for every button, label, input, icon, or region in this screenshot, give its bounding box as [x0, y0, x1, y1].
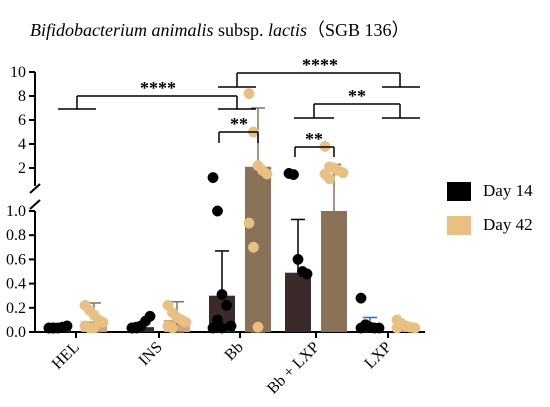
data-point: [207, 172, 219, 184]
x-tick-label: Bb: [222, 339, 247, 364]
axis-break-mark: [29, 183, 41, 194]
legend: Day 14 Day 42: [447, 178, 533, 246]
sig-bracket-bblxp-lxp-label: **: [348, 86, 366, 106]
data-point: [261, 168, 273, 180]
data-point: [292, 253, 304, 265]
data-point: [97, 316, 109, 328]
data-point: [252, 321, 264, 333]
data-point: [131, 321, 142, 333]
title-genus-species: Bifidobacterium animalis: [30, 20, 214, 40]
data-point: [216, 322, 228, 334]
chart-title: Bifidobacterium animalis subsp. lactis（S…: [30, 16, 410, 42]
data-point: [221, 299, 232, 311]
y-tick-label: 1.0: [6, 203, 26, 220]
y-tick-label: 10: [10, 64, 26, 81]
y-tick-label: 0.2: [6, 300, 26, 317]
data-point: [180, 316, 192, 328]
data-point: [216, 289, 228, 300]
title-subspecies: lactis: [268, 20, 308, 40]
data-point: [409, 322, 421, 334]
sig-bracket-bb-days-label: **: [230, 114, 248, 134]
data-point: [212, 205, 223, 217]
legend-swatch-day14: [447, 181, 471, 201]
bar: [285, 272, 311, 332]
data-point: [243, 88, 255, 100]
x-tick-label: HEL: [49, 339, 83, 373]
x-tick-label: INS: [136, 339, 166, 369]
legend-item-day14: Day 14: [447, 178, 533, 204]
data-point: [225, 320, 237, 332]
data-point: [288, 169, 299, 181]
sig-bracket-bb-lxp-label: ****: [302, 55, 338, 75]
sig-bracket-hel-bb-label: ****: [140, 78, 176, 98]
legend-swatch-day42: [447, 215, 471, 235]
y-tick-label: 0.6: [6, 251, 26, 268]
data-point: [324, 173, 335, 185]
data-point: [167, 322, 178, 334]
data-point: [144, 310, 156, 322]
y-tick-label: 2: [18, 160, 26, 177]
data-point: [337, 167, 349, 179]
legend-item-day42: Day 42: [447, 212, 533, 238]
y-tick-label: 0.8: [6, 227, 26, 244]
y-tick-label: 4: [18, 136, 26, 153]
sig-bracket-bblxp-days-label: **: [305, 129, 323, 149]
data-point: [355, 322, 367, 334]
axis-break-mark: [29, 199, 41, 210]
data-point: [48, 322, 59, 334]
legend-label-day14: Day 14: [483, 181, 533, 200]
y-tick-label: 0.4: [6, 276, 26, 293]
y-tick-label: 0.0: [6, 324, 26, 341]
data-point: [248, 241, 259, 253]
title-sgb: （SGB 136）: [307, 20, 410, 40]
data-point: [301, 268, 313, 280]
y-tick-label: 8: [18, 88, 26, 105]
legend-label-day42: Day 42: [483, 215, 533, 234]
data-point: [61, 320, 73, 332]
data-point: [88, 322, 100, 334]
x-tick-label: LXP: [361, 339, 394, 372]
x-tick-label: Bb + LXP: [264, 339, 323, 398]
data-point: [391, 322, 403, 334]
data-point: [243, 217, 255, 229]
y-tick-label: 6: [18, 112, 26, 129]
title-subsp: subsp.: [213, 20, 269, 40]
data-point: [373, 322, 385, 334]
data-point: [355, 292, 367, 304]
